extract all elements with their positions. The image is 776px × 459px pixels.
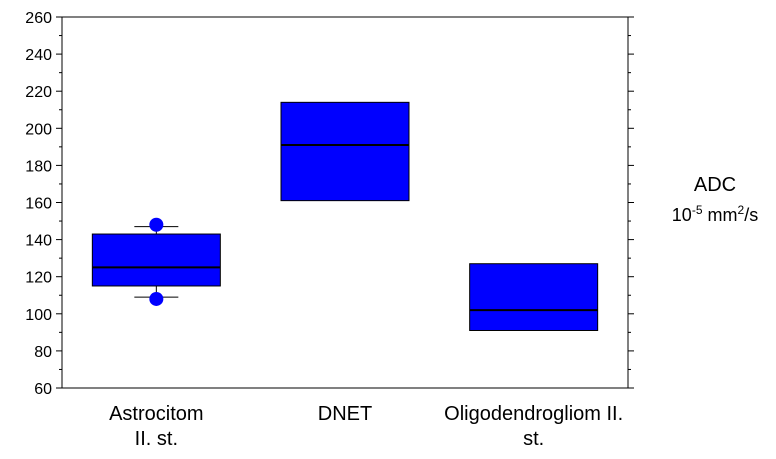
plot-border bbox=[61, 16, 629, 389]
category-labels: Astrocitom II. st. DNET Oligodendrogliom II… bbox=[109, 403, 623, 450]
unit-exponent-2: 2 bbox=[738, 203, 745, 217]
y-tick-label: 240 bbox=[25, 47, 52, 64]
unit-base: 10 bbox=[672, 205, 692, 225]
y-tick-label: 100 bbox=[25, 307, 52, 324]
y-tick-label: 260 bbox=[25, 10, 52, 27]
y-tick-label: 200 bbox=[25, 121, 52, 138]
y-axis-right bbox=[628, 16, 634, 389]
category-label-line: Oligodendrogliom II. bbox=[444, 403, 623, 425]
y-tick-label: 60 bbox=[34, 381, 52, 398]
box-1 bbox=[91, 217, 221, 306]
unit-exponent: -5 bbox=[692, 203, 703, 217]
y-tick-label: 120 bbox=[25, 270, 52, 287]
y-tick-label: 160 bbox=[25, 196, 52, 213]
y-axis-left: 60 80 100 120 140 160 180 200 220 240 260 bbox=[25, 10, 62, 398]
y-tick-label: 140 bbox=[25, 233, 52, 250]
unit-per-second: /s bbox=[744, 205, 758, 225]
category-label-line: Astrocitom bbox=[109, 403, 203, 425]
category-label-line: DNET bbox=[318, 403, 372, 425]
box-2 bbox=[280, 101, 410, 202]
axis-title-name: ADC bbox=[694, 174, 736, 196]
category-label: Oligodendrogliom II. st. bbox=[444, 403, 623, 450]
category-label-line: st. bbox=[523, 428, 544, 450]
y-tick-label: 80 bbox=[34, 344, 52, 361]
axis-title: ADC 10-5 mm2/s bbox=[672, 174, 758, 225]
box-3 bbox=[469, 263, 599, 331]
category-label: Astrocitom II. st. bbox=[109, 403, 203, 450]
box-iqr bbox=[280, 101, 410, 202]
category-label-line: II. st. bbox=[135, 428, 178, 450]
category-label: DNET bbox=[318, 403, 372, 425]
y-tick-label: 180 bbox=[25, 158, 52, 175]
plot-frame bbox=[61, 16, 629, 389]
y-tick-label: 220 bbox=[25, 84, 52, 101]
unit-mm: mm bbox=[703, 205, 738, 225]
boxes-layer bbox=[91, 101, 599, 331]
axis-title-unit: 10-5 mm2/s bbox=[672, 203, 758, 225]
outlier-point bbox=[149, 217, 164, 232]
box-iqr bbox=[91, 233, 221, 287]
outlier-point bbox=[149, 291, 164, 306]
box-iqr bbox=[469, 263, 599, 331]
